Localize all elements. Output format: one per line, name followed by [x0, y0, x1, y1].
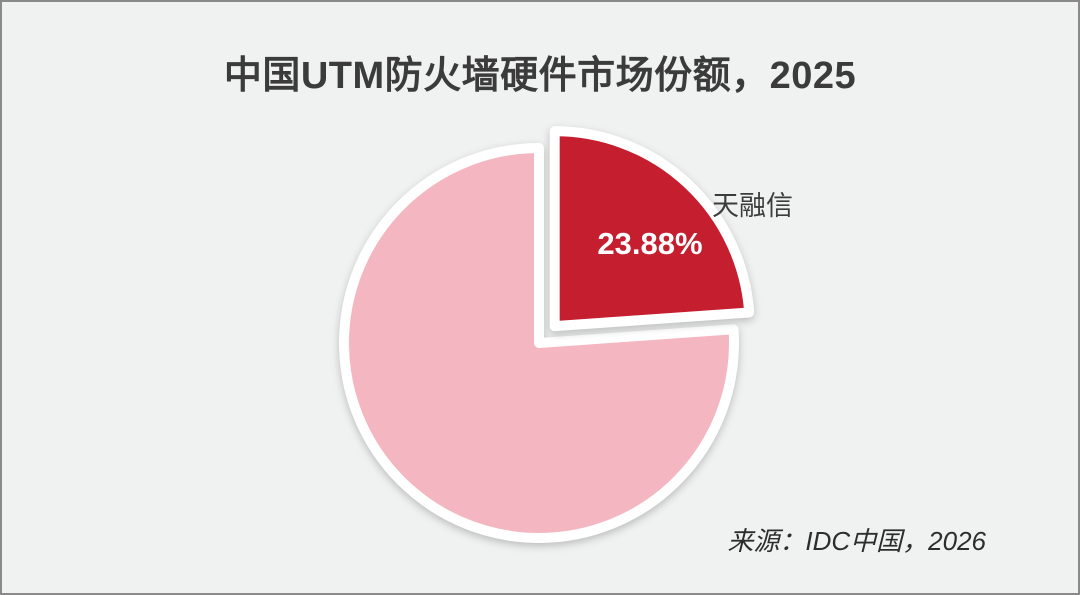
source-note: 来源：IDC中国，2026	[727, 526, 986, 556]
slice-name-label: 天融信	[712, 191, 793, 221]
pie-slice-tianrongxin	[549, 126, 755, 332]
chart-title: 中国UTM防火墙硬件市场份额，2025	[223, 55, 857, 97]
pie-slice-others	[339, 143, 739, 543]
slice-percent-label: 23.88%	[597, 226, 703, 261]
